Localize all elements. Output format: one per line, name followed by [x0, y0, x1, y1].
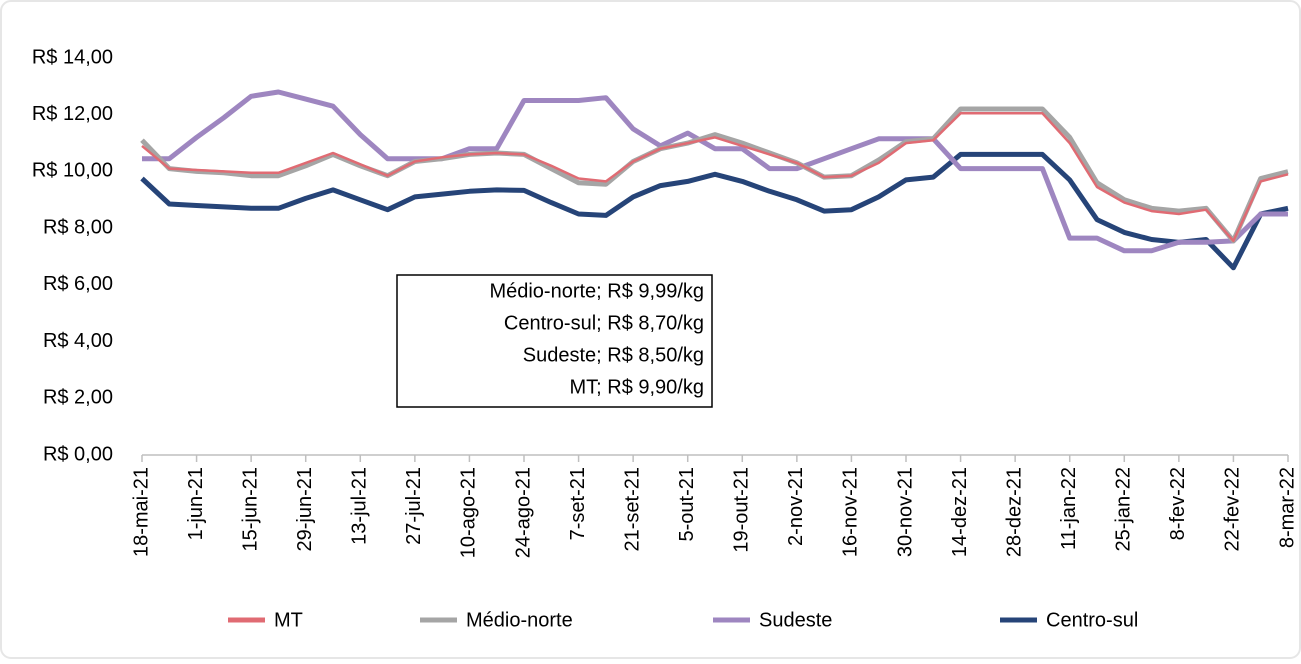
x-tick-label: 5-out-21	[676, 467, 698, 542]
x-tick-label: 22-fev-22	[1222, 467, 1244, 552]
annotation-text: MT; R$ 9,90/kg	[569, 376, 704, 398]
x-tick-label: 24-ago-21	[512, 467, 534, 558]
x-tick-label: 7-set-21	[567, 467, 589, 540]
series-line	[142, 89, 1288, 254]
annotation-text: Centro-sul; R$ 8,70/kg	[504, 312, 704, 334]
x-tick-label: 25-jan-22	[1113, 467, 1135, 552]
x-tick-label: 19-out-21	[731, 467, 753, 553]
annotation-text: Médio-norte; R$ 9,99/kg	[489, 280, 704, 302]
y-tick-label: R$ 4,00	[43, 330, 113, 352]
x-tick-label: 8-fev-22	[1167, 467, 1189, 540]
x-tick-label: 28-dez-21	[1003, 467, 1025, 557]
annotation-text: Sudeste; R$ 8,50/kg	[523, 344, 704, 366]
y-tick-label: R$ 8,00	[43, 216, 113, 238]
x-tick-label: 29-jun-21	[294, 467, 316, 552]
y-tick-label: R$ 6,00	[43, 273, 113, 295]
y-tick-label: R$ 2,00	[43, 387, 113, 409]
x-tick-label: 2-nov-21	[785, 467, 807, 546]
x-tick-label: 30-nov-21	[894, 467, 916, 557]
legend-label: MT	[274, 609, 303, 631]
y-tick-label: R$ 12,00	[32, 103, 113, 125]
x-tick-label: 14-dez-21	[949, 467, 971, 557]
legend-label: Centro-sul	[1046, 609, 1138, 631]
x-tick-label: 16-nov-21	[840, 467, 862, 557]
legend-label: Médio-norte	[466, 609, 573, 631]
series-line	[141, 112, 1289, 243]
x-tick-label: 18-mai-21	[130, 467, 152, 557]
x-tick-label: 13-jul-21	[349, 467, 371, 545]
x-tick-label: 11-jan-22	[1058, 467, 1080, 550]
x-tick-label: 10-ago-21	[458, 467, 480, 558]
x-tick-label: 8-mar-22	[1276, 467, 1298, 548]
y-tick-label: R$ 0,00	[43, 443, 113, 465]
series-line	[140, 151, 1289, 271]
x-tick-label: 27-jul-21	[403, 467, 425, 545]
x-tick-label: 1-jun-21	[185, 467, 207, 540]
x-tick-label: 21-set-21	[621, 467, 643, 552]
series-line	[140, 106, 1289, 244]
legend-label: Sudeste	[759, 609, 832, 631]
annotation-box	[396, 274, 713, 408]
y-tick-label: R$ 10,00	[32, 160, 113, 182]
x-tick-label: 15-jun-21	[239, 467, 261, 552]
y-tick-label: R$ 14,00	[32, 46, 113, 68]
